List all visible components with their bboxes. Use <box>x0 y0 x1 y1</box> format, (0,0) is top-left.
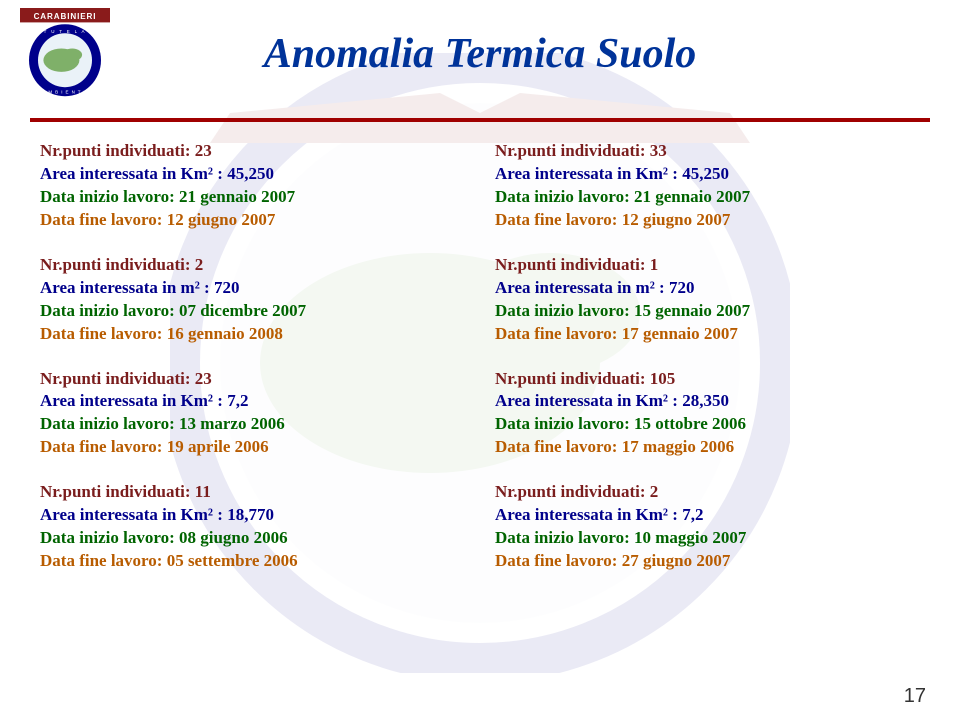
punti-individuati: Nr.punti individuati: 33 <box>495 140 920 163</box>
right-column: Nr.punti individuati: 33 Area interessat… <box>495 140 920 573</box>
punti-individuati: Nr.punti individuati: 2 <box>40 254 465 277</box>
svg-text:CARABINIERI: CARABINIERI <box>34 12 97 21</box>
data-inizio: Data inizio lavoro: 21 gennaio 2007 <box>495 186 920 209</box>
area-interessata: Area interessata in Km² : 7,2 <box>495 504 920 527</box>
data-inizio: Data inizio lavoro: 08 giugno 2006 <box>40 527 465 550</box>
slide-title: Anomalia Termica Suolo <box>0 30 960 78</box>
divider-line <box>30 118 930 122</box>
data-block: Nr.punti individuati: 23 Area interessat… <box>40 368 465 460</box>
left-column: Nr.punti individuati: 23 Area interessat… <box>40 140 465 573</box>
data-fine: Data fine lavoro: 12 giugno 2007 <box>40 209 465 232</box>
data-block: Nr.punti individuati: 2 Area interessata… <box>495 481 920 573</box>
page-number: 17 <box>904 685 926 708</box>
area-interessata: Area interessata in Km² : 18,770 <box>40 504 465 527</box>
punti-individuati: Nr.punti individuati: 23 <box>40 140 465 163</box>
data-inizio: Data inizio lavoro: 07 dicembre 2007 <box>40 300 465 323</box>
data-block: Nr.punti individuati: 2 Area interessata… <box>40 254 465 346</box>
data-fine: Data fine lavoro: 27 giugno 2007 <box>495 550 920 573</box>
data-fine: Data fine lavoro: 17 gennaio 2007 <box>495 323 920 346</box>
data-fine: Data fine lavoro: 19 aprile 2006 <box>40 436 465 459</box>
data-fine: Data fine lavoro: 17 maggio 2006 <box>495 436 920 459</box>
data-block: Nr.punti individuati: 1 Area interessata… <box>495 254 920 346</box>
punti-individuati: Nr.punti individuati: 23 <box>40 368 465 391</box>
data-fine: Data fine lavoro: 12 giugno 2007 <box>495 209 920 232</box>
punti-individuati: Nr.punti individuati: 105 <box>495 368 920 391</box>
area-interessata: Area interessata in m² : 720 <box>40 277 465 300</box>
area-interessata: Area interessata in Km² : 45,250 <box>40 163 465 186</box>
data-inizio: Data inizio lavoro: 15 gennaio 2007 <box>495 300 920 323</box>
data-block: Nr.punti individuati: 33 Area interessat… <box>495 140 920 232</box>
punti-individuati: Nr.punti individuati: 11 <box>40 481 465 504</box>
data-block: Nr.punti individuati: 11 Area interessat… <box>40 481 465 573</box>
area-interessata: Area interessata in Km² : 45,250 <box>495 163 920 186</box>
data-block: Nr.punti individuati: 105 Area interessa… <box>495 368 920 460</box>
area-interessata: Area interessata in m² : 720 <box>495 277 920 300</box>
area-interessata: Area interessata in Km² : 28,350 <box>495 390 920 413</box>
content-grid: Nr.punti individuati: 23 Area interessat… <box>40 140 920 573</box>
data-inizio: Data inizio lavoro: 13 marzo 2006 <box>40 413 465 436</box>
data-fine: Data fine lavoro: 05 settembre 2006 <box>40 550 465 573</box>
data-inizio: Data inizio lavoro: 10 maggio 2007 <box>495 527 920 550</box>
data-fine: Data fine lavoro: 16 gennaio 2008 <box>40 323 465 346</box>
area-interessata: Area interessata in Km² : 7,2 <box>40 390 465 413</box>
data-inizio: Data inizio lavoro: 21 gennaio 2007 <box>40 186 465 209</box>
data-inizio: Data inizio lavoro: 15 ottobre 2006 <box>495 413 920 436</box>
svg-text:A M B I E N T E: A M B I E N T E <box>43 90 88 95</box>
punti-individuati: Nr.punti individuati: 1 <box>495 254 920 277</box>
punti-individuati: Nr.punti individuati: 2 <box>495 481 920 504</box>
data-block: Nr.punti individuati: 23 Area interessat… <box>40 140 465 232</box>
